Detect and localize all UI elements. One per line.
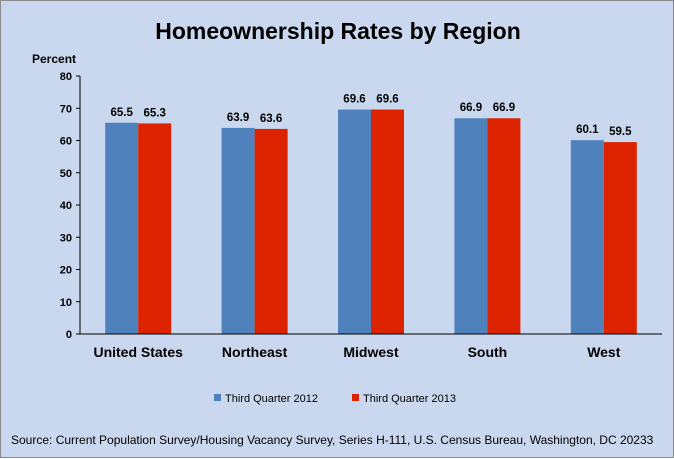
x-category-label: Midwest — [343, 344, 399, 360]
data-label: 59.5 — [609, 126, 632, 138]
data-label: 60.1 — [576, 124, 599, 136]
data-label: 66.9 — [460, 102, 482, 114]
bar — [603, 142, 637, 334]
bar — [570, 140, 604, 334]
x-category-label: South — [468, 344, 508, 360]
legend: Third Quarter 2012 Third Quarter 2013 — [214, 393, 456, 405]
bar — [221, 127, 255, 334]
bars — [105, 109, 637, 334]
x-category-label: West — [587, 344, 621, 360]
chart-title: Homeownership Rates by Region — [155, 18, 521, 44]
y-tick-label: 20 — [60, 265, 72, 277]
y-tick-label: 80 — [60, 71, 72, 83]
data-label: 65.3 — [144, 107, 166, 119]
x-category-label: United States — [93, 344, 183, 360]
y-tick-label: 40 — [60, 200, 72, 212]
legend-swatch — [352, 394, 359, 401]
bar — [371, 109, 404, 334]
bar — [338, 109, 371, 334]
bar — [254, 128, 288, 334]
bar — [454, 118, 488, 334]
y-tick-label: 50 — [60, 168, 72, 180]
data-labels: 65.5 65.3 63.9 63.6 69.6 69.6 66.9 66.9 60.1 59.5 — [111, 94, 633, 139]
y-tick-label: 60 — [60, 136, 72, 148]
y-axis: 0 10 20 30 40 50 60 70 80 — [60, 71, 80, 341]
bar — [138, 123, 172, 334]
y-tick-label: 10 — [60, 297, 72, 309]
y-tick-label: 30 — [60, 232, 72, 244]
bar — [487, 118, 521, 334]
bar — [105, 122, 139, 334]
legend-label: Third Quarter 2012 — [225, 393, 318, 405]
y-axis-label: Percent — [32, 52, 76, 66]
x-category-label: Northeast — [222, 344, 288, 360]
x-axis: United States Northeast Midwest South West — [93, 344, 620, 360]
data-label: 66.9 — [493, 102, 515, 114]
legend-swatch — [214, 394, 221, 401]
data-label: 69.6 — [376, 94, 398, 106]
data-label: 65.5 — [111, 107, 134, 119]
data-label: 69.6 — [343, 94, 365, 106]
legend-label: Third Quarter 2013 — [363, 393, 456, 405]
source-note: Source: Current Population Survey/Housin… — [11, 433, 654, 447]
y-tick-label: 70 — [60, 103, 72, 115]
data-label: 63.9 — [227, 112, 249, 124]
y-tick-label: 0 — [66, 329, 72, 341]
data-label: 63.6 — [260, 113, 282, 125]
